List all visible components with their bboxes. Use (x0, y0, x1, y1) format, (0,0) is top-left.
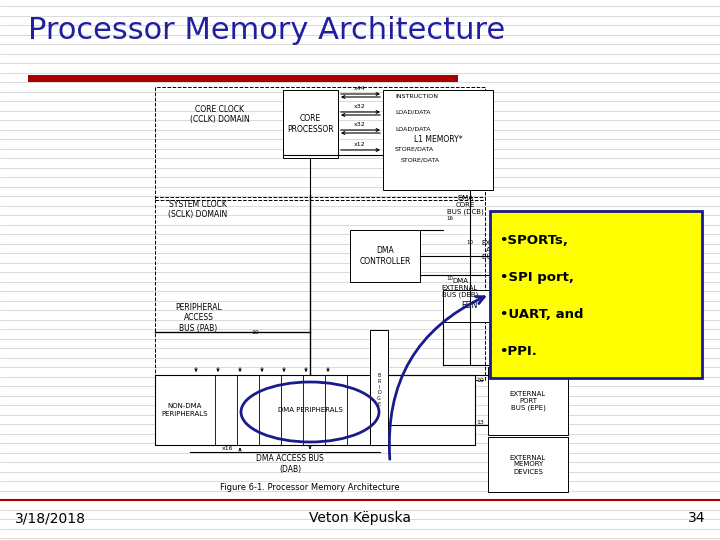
Text: x32: x32 (354, 105, 366, 110)
Bar (370, 330, 388, 445)
Bar (488, 437, 568, 492)
Text: DMA
EXTERNAL
BUS (DEB): DMA EXTERNAL BUS (DEB) (442, 278, 478, 298)
Bar (350, 230, 420, 282)
Text: LOAD/DATA: LOAD/DATA (395, 126, 431, 132)
Bar (283, 90, 338, 158)
Bar (155, 375, 475, 445)
Text: STORE/DATA: STORE/DATA (395, 146, 434, 152)
Text: B
R
I
D
G
E: B R I D G E (377, 373, 381, 407)
Text: •UART, and: •UART, and (500, 308, 583, 321)
Text: x44: x44 (354, 85, 366, 91)
Text: EXTERNAL
PORT
BUS (EPE): EXTERNAL PORT BUS (EPE) (510, 391, 546, 411)
Text: •SPORTs,: •SPORTs, (500, 234, 569, 247)
Text: DMA
CORE
BUS (DCB): DMA CORE BUS (DCB) (446, 195, 483, 215)
Text: 10: 10 (476, 377, 484, 382)
Text: 34: 34 (688, 511, 705, 525)
Text: LOAD/DATA: LOAD/DATA (395, 110, 431, 114)
Text: 16: 16 (446, 215, 454, 220)
Text: Figure 6-1. Processor Memory Architecture: Figure 6-1. Processor Memory Architectur… (220, 483, 400, 492)
Bar (488, 367, 568, 435)
Text: CORE
PROCESSOR: CORE PROCESSOR (287, 114, 334, 134)
Text: NON-DMA
PERIPHERALS: NON-DMA PERIPHERALS (162, 403, 208, 416)
Text: x32: x32 (354, 123, 366, 127)
Text: Veton Këpuska: Veton Këpuska (309, 511, 411, 525)
Text: SYSTEM CLOCK
(SCLK) DOMAIN: SYSTEM CLOCK (SCLK) DOMAIN (168, 200, 228, 219)
Text: •PPI.: •PPI. (500, 345, 537, 357)
Text: 10: 10 (251, 329, 259, 334)
Text: DMA ACCESS BUS
(DAB): DMA ACCESS BUS (DAB) (256, 454, 324, 474)
Bar (443, 290, 495, 322)
Text: 13: 13 (476, 420, 484, 424)
Bar (490, 211, 702, 378)
Text: STORE/DATA: STORE/DATA (400, 158, 440, 163)
Bar (28, 75, 458, 82)
Text: INSTRUCTION: INSTRUCTION (395, 94, 438, 99)
Bar (155, 87, 485, 200)
Text: CORE CLOCK
(CCLK) DOMAIN: CORE CLOCK (CCLK) DOMAIN (190, 105, 250, 124)
Text: DMA
CONTROLLER: DMA CONTROLLER (359, 246, 410, 266)
Text: 10: 10 (467, 240, 474, 245)
Bar (383, 90, 493, 190)
Text: EDN: EDN (461, 301, 477, 310)
Bar (155, 197, 485, 380)
Text: 10: 10 (446, 275, 454, 280)
Text: x16: x16 (222, 446, 234, 450)
Text: 3/18/2018: 3/18/2018 (15, 511, 86, 525)
Text: •SPI port,: •SPI port, (500, 271, 574, 284)
Text: x12: x12 (354, 141, 366, 146)
Text: PERIPHERAL
ACCESS
BUS (PAB): PERIPHERAL ACCESS BUS (PAB) (175, 303, 222, 333)
Text: L1 MEMORY*: L1 MEMORY* (414, 136, 462, 145)
Text: DMA PERIPHERALS: DMA PERIPHERALS (278, 407, 343, 413)
Text: EXTERNAL
MEMORY
DEVICES: EXTERNAL MEMORY DEVICES (510, 455, 546, 475)
Text: Processor Memory Architecture: Processor Memory Architecture (28, 16, 505, 45)
Text: EXTERNAL
ACCESS
BUS (EAB): EXTERNAL ACCESS BUS (EAB) (482, 240, 518, 260)
